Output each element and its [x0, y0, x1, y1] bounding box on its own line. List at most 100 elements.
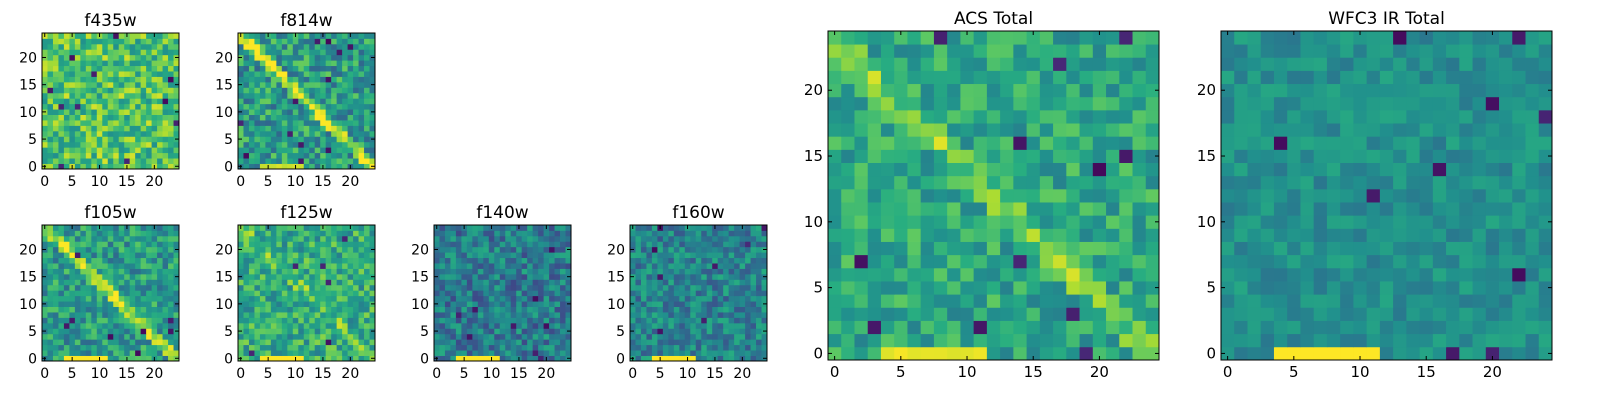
heat-cell	[102, 295, 109, 302]
heat-cell	[85, 350, 92, 356]
heat-cell	[549, 230, 555, 237]
heat-cell	[259, 38, 266, 45]
heat-cell	[635, 225, 642, 231]
heat-cell	[270, 344, 277, 351]
heat-cell	[91, 33, 98, 39]
heat-cell	[630, 312, 636, 318]
heat-cell	[728, 312, 735, 318]
heat-cell	[298, 252, 305, 259]
heat-cell	[369, 350, 376, 356]
heat-cell	[673, 355, 680, 362]
heat-cell	[947, 44, 961, 58]
heat-cell	[102, 49, 109, 56]
heat-cell	[107, 147, 114, 154]
heat-cell	[157, 328, 163, 335]
heat-cell	[1053, 307, 1067, 321]
heat-cell	[745, 295, 751, 302]
heat-cell	[369, 317, 376, 324]
heat-cell	[986, 346, 1001, 361]
heat-cell	[42, 76, 48, 83]
heat-cell	[320, 136, 327, 143]
heat-cell	[488, 268, 495, 275]
heat-cell	[353, 147, 359, 154]
heat-cell	[325, 125, 332, 132]
heat-cell	[723, 312, 730, 318]
heat-cell	[538, 333, 544, 340]
heat-cell	[1326, 228, 1341, 242]
heat-cell	[1106, 202, 1120, 216]
heat-cell	[527, 252, 534, 259]
heat-cell	[298, 147, 305, 154]
heat-cell	[358, 339, 365, 346]
heat-cell	[124, 328, 131, 335]
heat-cell	[91, 152, 98, 159]
heat-cell	[907, 70, 922, 85]
heat-cell	[47, 350, 54, 356]
heat-cell	[364, 114, 370, 121]
heat-cell	[369, 295, 376, 302]
heat-cell	[281, 92, 288, 99]
heat-cell	[146, 301, 152, 307]
heat-cell	[369, 98, 376, 105]
heat-cell	[745, 225, 751, 231]
heat-cell	[146, 65, 152, 72]
heat-cell	[135, 355, 142, 362]
heat-cell	[91, 290, 98, 297]
heat-cell	[510, 252, 517, 259]
heat-cell	[276, 120, 283, 126]
heat-cell	[303, 43, 310, 50]
chart-title: ACS Total	[954, 9, 1033, 29]
heat-cell	[320, 158, 327, 164]
heat-cell	[74, 158, 81, 164]
heat-cell	[325, 350, 332, 356]
heat-cell	[287, 235, 294, 242]
heat-cell	[1106, 294, 1120, 308]
heat-cell	[1472, 162, 1487, 177]
heat-cell	[347, 158, 354, 164]
heat-cell	[960, 149, 975, 163]
heat-cell	[695, 344, 702, 351]
heat-cell	[96, 306, 103, 313]
heat-cell	[960, 175, 975, 190]
heat-cell	[118, 301, 125, 307]
heat-cell	[325, 49, 332, 56]
heat-cell	[281, 355, 288, 362]
heat-cell	[118, 328, 125, 335]
heat-cell	[554, 317, 561, 324]
heat-cell	[135, 322, 142, 329]
heat-cell	[129, 33, 136, 39]
heat-cell	[157, 103, 163, 110]
heat-cell	[494, 301, 501, 307]
heat-cell	[450, 252, 457, 259]
heat-cell	[331, 54, 338, 61]
heat-cell	[841, 83, 855, 98]
axes-frame	[629, 224, 768, 362]
y-tick-label: 15	[607, 270, 625, 286]
heat-cell	[243, 317, 250, 324]
heat-cell	[151, 268, 158, 275]
heat-cell	[276, 65, 283, 72]
heat-cell	[80, 54, 87, 61]
heat-cell	[488, 344, 495, 351]
heat-cell	[880, 241, 895, 256]
heat-cell	[1366, 267, 1381, 282]
heat-cell	[894, 109, 908, 124]
heat-cell	[113, 328, 120, 335]
heat-cell	[298, 38, 305, 45]
heat-cell	[880, 267, 895, 282]
heat-cell	[516, 333, 523, 340]
heat-cell	[630, 235, 636, 242]
heat-cell	[353, 339, 359, 346]
heat-cell	[1485, 254, 1500, 269]
heat-cell	[651, 344, 658, 351]
heat-cell	[364, 306, 370, 313]
heat-cell	[1106, 136, 1120, 150]
heat-cell	[336, 355, 343, 362]
heat-cell	[527, 328, 534, 335]
heat-cell	[331, 235, 338, 242]
heat-cell	[320, 290, 327, 297]
heat-cell	[461, 273, 468, 280]
heat-cell	[690, 328, 697, 335]
heat-cell	[325, 322, 332, 329]
